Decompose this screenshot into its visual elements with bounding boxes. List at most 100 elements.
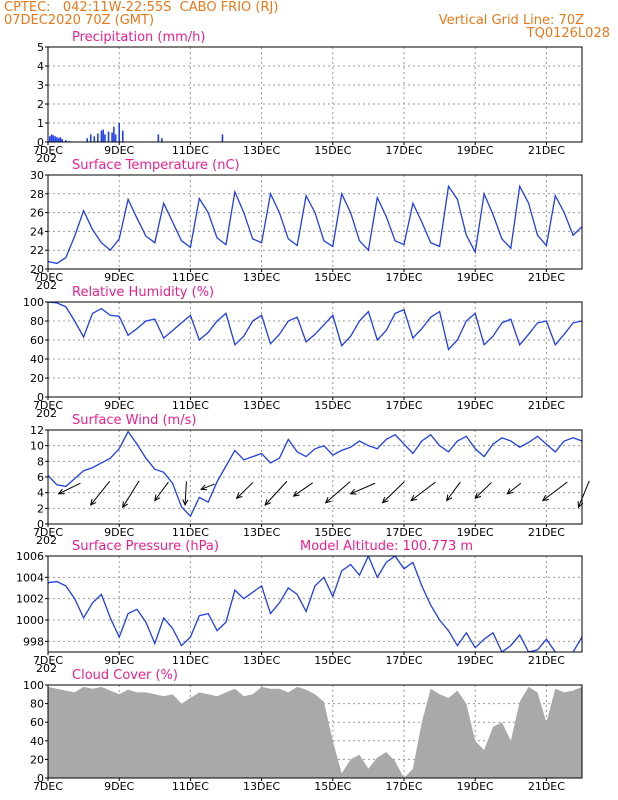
precip-bar	[107, 131, 110, 142]
wind-arrow	[506, 482, 522, 495]
y-tick-label: 5	[37, 41, 44, 54]
x-tick-label: 9DEC	[104, 526, 134, 539]
precip-bar	[161, 138, 163, 142]
precip-bar	[50, 134, 53, 142]
wind-arrow	[154, 481, 169, 502]
y-tick-label: 20	[30, 753, 44, 766]
y-tick-label: 0	[37, 518, 44, 531]
model-altitude-label: Model Altitude: 100.773 m	[300, 539, 473, 554]
wind-arrow	[446, 481, 461, 502]
y-tick-label: 20	[30, 372, 44, 385]
wind-arrow	[577, 480, 590, 509]
precip-bar	[48, 136, 51, 142]
precip-bar	[97, 133, 99, 142]
year-cut-label: 202	[36, 407, 57, 420]
x-tick-label: 11DEC	[172, 144, 209, 157]
wind-arrow	[410, 481, 436, 502]
y-tick-label: 26	[30, 207, 44, 220]
y-tick-label: 0	[37, 136, 44, 149]
precip-bar	[118, 123, 120, 142]
plot-frame	[47, 174, 583, 270]
wind-arrow	[324, 481, 351, 504]
y-tick-label: 3	[37, 79, 44, 92]
panel-2: 20 22 24 26 28 30 7DEC 9DEC 11DEC 13DEC 15DEC 17DEC…	[30, 158, 583, 292]
y-tick-label: 1000	[16, 614, 44, 627]
y-tick-label: 998	[23, 635, 44, 648]
precip-bar	[54, 136, 56, 142]
y-tick-label: 40	[30, 735, 44, 748]
precip-bar	[65, 140, 67, 142]
x-tick-label: 9DEC	[104, 144, 134, 157]
gridlines	[47, 430, 582, 524]
x-tick-label: 11DEC	[172, 780, 209, 793]
y-tick-label: 40	[30, 353, 44, 366]
x-tick-label: 21DEC	[528, 780, 565, 793]
x-tick-label: 21DEC	[528, 526, 565, 539]
y-tick-label: 100	[23, 679, 44, 692]
y-tick-label: 1	[37, 117, 44, 130]
precip-bar	[100, 130, 103, 142]
y-tick-label: 60	[30, 334, 44, 347]
x-tick-label: 15DEC	[314, 780, 351, 793]
panel-3: 0 20 40 60 80 100 7DEC 9DEC 11DEC 13DEC 15DEC 17DEC…	[23, 285, 583, 420]
precip-bar	[89, 134, 92, 142]
x-tick-label: 21DEC	[528, 144, 565, 157]
x-tick-label: 17DEC	[385, 144, 422, 157]
plot-frame	[47, 301, 583, 398]
x-tick-label: 9DEC	[104, 780, 134, 793]
x-tick-label: 15DEC	[314, 399, 351, 412]
x-tick-label: 7DEC	[33, 271, 63, 284]
x-tick-label: 13DEC	[243, 654, 280, 667]
wind-arrow	[200, 483, 215, 491]
year-cut-label: 202	[36, 662, 57, 675]
gridlines	[47, 556, 582, 652]
wind-arrow	[474, 482, 492, 500]
wind-arrow	[182, 481, 189, 507]
wind-arrow	[122, 480, 140, 509]
y-tick-label: 2	[37, 502, 44, 515]
precip-bar	[121, 130, 124, 142]
precip-bar	[52, 135, 55, 142]
panel-title: Surface Wind (m/s)	[72, 413, 196, 428]
y-tick-label: 28	[30, 188, 44, 201]
y-tick-label: 6	[37, 471, 44, 484]
x-tick-label: 7DEC	[33, 654, 63, 667]
x-tick-label: 9DEC	[104, 399, 134, 412]
y-tick-label: 24	[30, 225, 44, 238]
precip-bar	[111, 132, 113, 142]
panel-title: Relative Humidity (%)	[72, 285, 214, 300]
series-line	[48, 302, 582, 351]
precip-bar	[86, 138, 88, 142]
x-tick-label: 21DEC	[528, 271, 565, 284]
x-tick-label: 19DEC	[457, 526, 494, 539]
wind-arrow	[90, 480, 111, 506]
wind-arrow	[57, 482, 81, 495]
precip-bar	[59, 137, 62, 142]
x-tick-label: 13DEC	[243, 399, 280, 412]
precip-bar	[102, 129, 104, 142]
x-tick-label: 7DEC	[33, 526, 63, 539]
y-tick-label: 20	[30, 263, 44, 276]
x-tick-label: 19DEC	[457, 271, 494, 284]
y-tick-label: 1006	[16, 550, 44, 563]
panel-title: Precipitation (mm/h)	[72, 30, 205, 45]
precip-bar	[56, 137, 58, 142]
precip-bar	[114, 134, 117, 142]
x-tick-label: 13DEC	[243, 271, 280, 284]
x-tick-label: 13DEC	[243, 526, 280, 539]
x-tick-label: 15DEC	[314, 144, 351, 157]
y-tick-label: 60	[30, 716, 44, 729]
year-cut-label: 202	[36, 279, 57, 292]
panel-1: 0 1 2 3 4 5 7DEC 9DEC 11DEC 13DEC 15DEC 17DEC 19DEC 2…	[33, 30, 583, 165]
wind-arrow	[235, 482, 254, 500]
panel-6: 0 20 40 60 80 100 7DEC 9DEC 11DEC 13DEC 15DEC 17DEC…	[23, 668, 583, 793]
y-tick-label: 80	[30, 698, 44, 711]
x-tick-label: 17DEC	[385, 654, 422, 667]
y-tick-label: 1002	[16, 593, 44, 606]
y-tick-label: 80	[30, 315, 44, 328]
precip-bar	[93, 136, 96, 142]
x-tick-label: 7DEC	[33, 144, 63, 157]
x-tick-label: 17DEC	[385, 271, 422, 284]
wind-arrow	[541, 481, 568, 502]
